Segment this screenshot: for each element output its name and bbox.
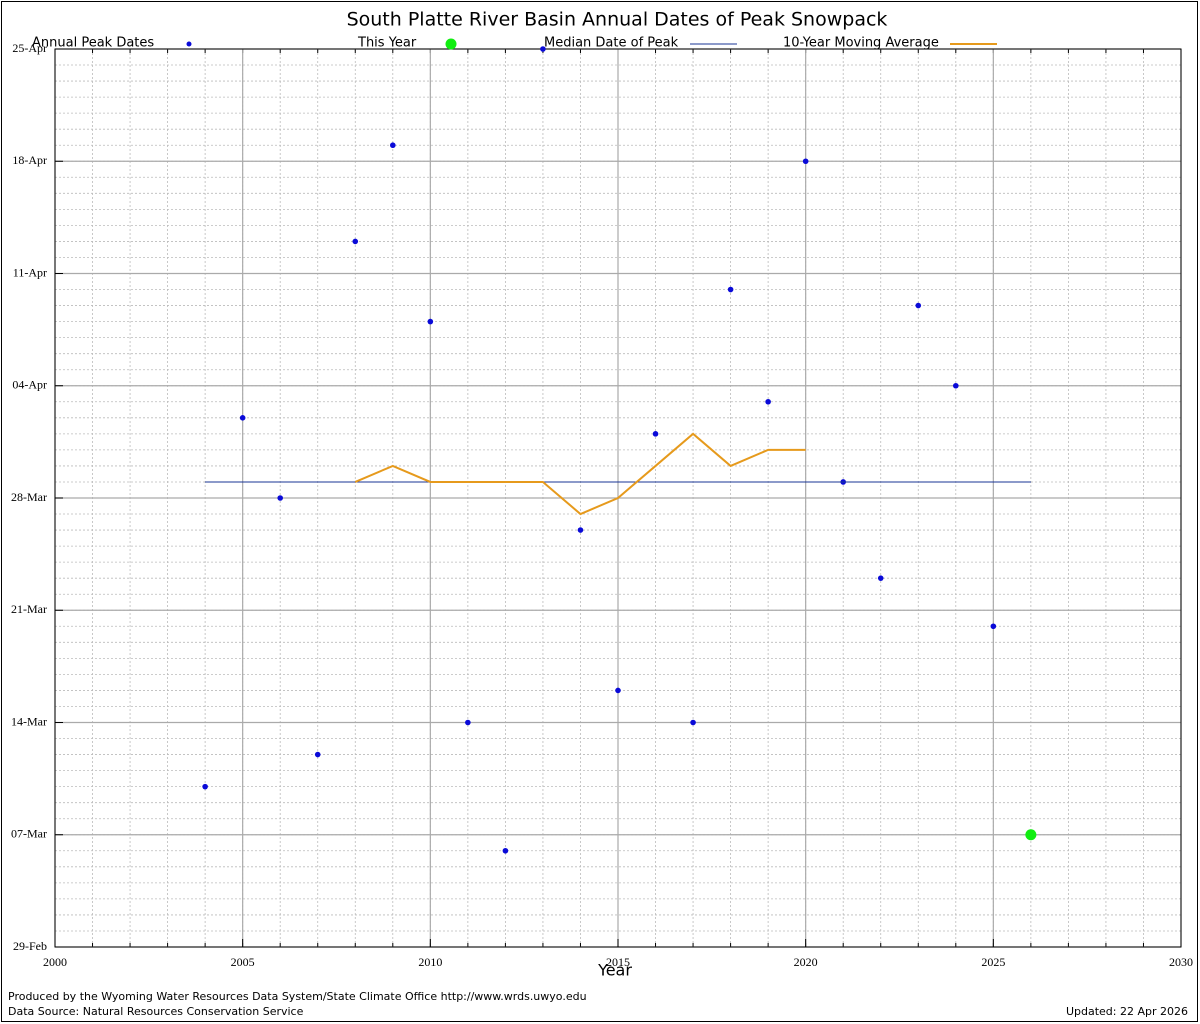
data-point — [877, 575, 884, 581]
legend-swatch — [186, 41, 192, 47]
data-point — [202, 783, 208, 790]
legend-swatch — [445, 38, 457, 50]
data-point — [990, 623, 997, 630]
data-point — [1025, 829, 1037, 841]
data-point — [953, 382, 959, 389]
y-tick-label: 07-Mar — [11, 827, 47, 841]
data-point — [802, 158, 809, 165]
data-point — [615, 687, 621, 694]
legend-label: This Year — [357, 36, 417, 51]
x-tick-label: 2005 — [231, 955, 255, 969]
data-point — [427, 318, 434, 325]
data-point — [690, 719, 696, 726]
data-point — [390, 142, 396, 149]
y-tick-label: 14-Mar — [11, 714, 47, 728]
legend-label: Annual Peak Dates — [32, 36, 154, 51]
data-point — [727, 286, 734, 293]
data-point — [502, 847, 509, 854]
x-tick-label: 2020 — [794, 955, 818, 969]
x-tick-label: 2015 — [606, 955, 630, 969]
x-tick-label: 2025 — [981, 955, 1005, 969]
data-point — [577, 527, 584, 533]
y-tick-label: 04-Apr — [12, 378, 47, 392]
y-tick-label: 25-Apr — [12, 41, 47, 55]
x-tick-label: 2030 — [1169, 955, 1193, 969]
data-point — [352, 238, 359, 245]
y-tick-label: 29-Feb — [13, 939, 47, 953]
credit: Produced by the Wyoming Water Resources … — [8, 990, 587, 1003]
x-tick-label: 2000 — [43, 955, 67, 969]
x-axis-title: Year — [597, 961, 632, 980]
y-tick-label: 11-Apr — [13, 265, 47, 279]
data-point — [540, 46, 546, 52]
data-point — [915, 302, 922, 309]
y-tick-label: 28-Mar — [11, 490, 47, 504]
series-line — [354, 432, 806, 516]
legend-label: Median Date of Peak — [544, 36, 679, 51]
data-point — [277, 495, 284, 501]
data-point — [239, 415, 246, 421]
x-tick-label: 2010 — [418, 955, 442, 969]
data-point — [652, 431, 659, 437]
y-tick-label: 18-Apr — [12, 153, 47, 167]
data-point — [465, 719, 471, 726]
chart-title: South Platte River Basin Annual Dates of… — [347, 9, 888, 31]
source: Data Source: Natural Resources Conservat… — [8, 1005, 304, 1018]
data-point — [314, 751, 321, 758]
y-tick-label: 21-Mar — [11, 602, 47, 616]
updated: Updated: 22 Apr 2026 — [1066, 1005, 1188, 1018]
legend-label: 10-Year Moving Average — [783, 36, 939, 51]
data-point — [765, 398, 771, 405]
